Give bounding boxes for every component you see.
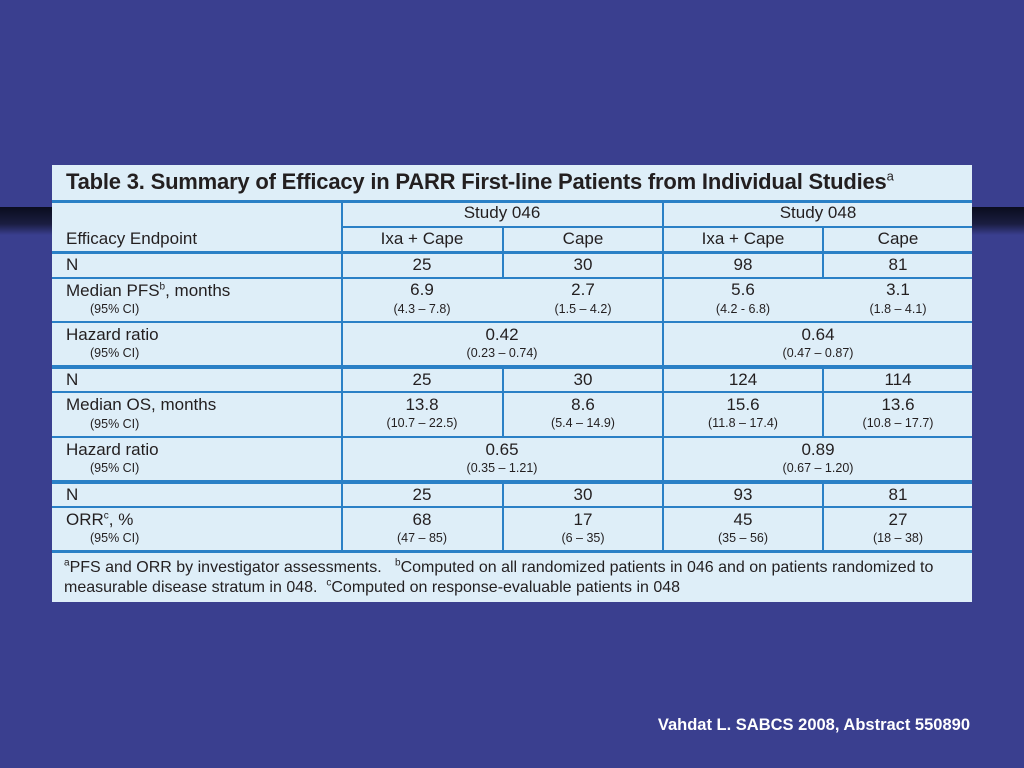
cell-value: 13.6 — [881, 395, 915, 414]
cell-ci: (1.8 – 4.1) — [869, 302, 927, 316]
cell-value: 45 — [733, 510, 753, 529]
cell-value: 114 — [884, 370, 912, 389]
cell-value: 0.65 — [485, 440, 519, 459]
rule-under-study-header — [342, 226, 972, 228]
col-rule — [502, 365, 504, 436]
row-label-orr: ORRc, % — [66, 510, 134, 529]
cell-ci: (0.23 – 0.74) — [466, 346, 538, 360]
cell-ci: (18 – 38) — [872, 531, 924, 545]
cell-ci: (5.4 – 14.9) — [551, 416, 615, 430]
cell-value: 30 — [573, 370, 593, 389]
header-arm: Cape — [562, 229, 604, 248]
cell-ci: (10.7 – 22.5) — [386, 416, 458, 430]
cell-value: 3.1 — [886, 280, 910, 299]
col-rule — [502, 227, 504, 278]
cell-value: 0.42 — [485, 325, 519, 344]
cell-value: 8.6 — [571, 395, 595, 414]
col-rule — [822, 227, 824, 278]
row-sublabel-ci: (95% CI) — [90, 346, 140, 360]
row-label-n: N — [66, 370, 79, 389]
cell-value: 15.6 — [726, 395, 760, 414]
col-rule — [502, 480, 504, 551]
cell-ci: (1.5 – 4.2) — [554, 302, 612, 316]
rule-row — [52, 436, 972, 438]
cell-value: 81 — [888, 485, 908, 504]
cell-value: 30 — [573, 255, 593, 274]
rule-row — [52, 321, 972, 323]
header-arm: Ixa + Cape — [380, 229, 464, 248]
cell-ci: (0.47 – 0.87) — [782, 346, 854, 360]
row-label-n: N — [66, 485, 79, 504]
row-sublabel-ci: (95% CI) — [90, 461, 140, 475]
rule-row — [52, 506, 972, 508]
col-rule — [341, 201, 343, 551]
rule-section — [52, 365, 972, 369]
cell-value: 2.7 — [571, 280, 595, 299]
efficacy-table: Table 3. Summary of Efficacy in PARR Fir… — [52, 165, 972, 602]
cell-ci: (6 – 35) — [561, 531, 605, 545]
cell-value: 25 — [412, 485, 432, 504]
cell-value: 0.89 — [801, 440, 835, 459]
cell-value: 6.9 — [410, 280, 434, 299]
cell-value: 25 — [412, 255, 432, 274]
rule-row — [52, 277, 972, 279]
decorative-bar-left — [0, 207, 52, 235]
rule-bottom — [52, 550, 972, 553]
cell-value: 13.8 — [405, 395, 439, 414]
rule-row — [52, 391, 972, 393]
cell-ci: (10.8 – 17.7) — [862, 416, 934, 430]
row-sublabel-ci: (95% CI) — [90, 417, 140, 431]
header-arm: Cape — [877, 229, 919, 248]
header-arm: Ixa + Cape — [701, 229, 785, 248]
header-efficacy-endpoint: Efficacy Endpoint — [66, 229, 198, 248]
col-rule — [662, 201, 664, 551]
row-label-median-os: Median OS, months — [66, 395, 217, 414]
cell-value: 27 — [888, 510, 908, 529]
cell-ci: (0.35 – 1.21) — [466, 461, 538, 475]
cell-value: 25 — [412, 370, 432, 389]
row-label-hazard-ratio: Hazard ratio — [66, 440, 159, 459]
col-rule — [822, 365, 824, 436]
row-label-hazard-ratio: Hazard ratio — [66, 325, 159, 344]
cell-value: 124 — [728, 370, 758, 389]
row-label-n: N — [66, 255, 79, 274]
rule-section — [52, 480, 972, 484]
decorative-bar-right — [972, 207, 1024, 235]
cell-ci: (11.8 – 17.4) — [708, 416, 778, 430]
cell-value: 0.64 — [801, 325, 835, 344]
cell-ci: (4.2 - 6.8) — [715, 302, 771, 316]
citation: Vahdat L. SABCS 2008, Abstract 550890 — [657, 716, 970, 734]
header-study-046: Study 046 — [463, 203, 541, 222]
row-sublabel-ci: (95% CI) — [90, 531, 140, 545]
cell-ci: (35 – 56) — [717, 531, 769, 545]
cell-ci: (4.3 – 7.8) — [393, 302, 451, 316]
row-label-median-pfs: Median PFSb, months — [66, 281, 231, 300]
col-rule — [822, 480, 824, 551]
cell-value: 5.6 — [731, 280, 755, 299]
cell-value: 81 — [888, 255, 908, 274]
table-footnotes: aPFS and ORR by investigator assessments… — [64, 557, 934, 596]
cell-ci: (47 – 85) — [396, 531, 448, 545]
cell-value: 17 — [573, 510, 593, 529]
row-sublabel-ci: (95% CI) — [90, 302, 140, 316]
rule-under-title — [52, 200, 972, 203]
cell-value: 98 — [733, 255, 753, 274]
rule-under-header — [52, 251, 972, 254]
header-study-048: Study 048 — [779, 203, 857, 222]
table-title: Table 3. Summary of Efficacy in PARR Fir… — [66, 168, 894, 194]
cell-value: 68 — [412, 510, 432, 529]
cell-value: 93 — [733, 485, 753, 504]
cell-value: 30 — [573, 485, 593, 504]
cell-ci: (0.67 – 1.20) — [782, 461, 854, 475]
